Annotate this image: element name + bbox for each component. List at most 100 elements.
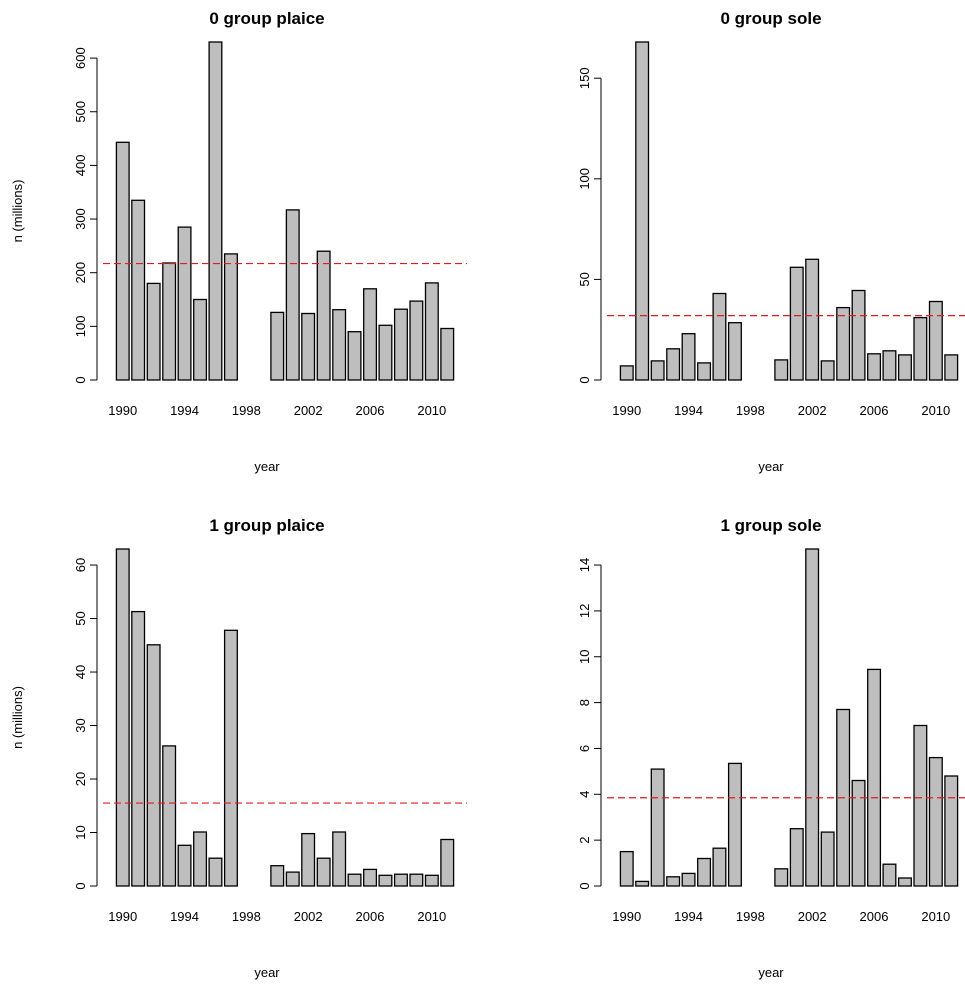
y-tick-label: 150 (577, 67, 592, 89)
bar-1993 (162, 262, 177, 381)
y-tick-label: 50 (73, 611, 88, 625)
x-tick-label: 2010 (417, 909, 446, 924)
bar-1993 (162, 745, 177, 887)
bar-2008 (393, 873, 408, 887)
bar-1991 (131, 610, 146, 887)
bar-2005 (347, 873, 362, 887)
x-tick-label: 1990 (108, 909, 137, 924)
bar-2005 (851, 779, 866, 887)
bar-2005 (347, 331, 362, 381)
bar-1990 (619, 850, 634, 887)
bar-2005 (851, 289, 866, 381)
bar-2002 (805, 548, 820, 887)
panel-title: 0 group plaice (209, 9, 324, 28)
bar-2003 (316, 250, 331, 381)
x-tick-label: 2006 (860, 909, 889, 924)
x-tick-label: 2002 (798, 403, 827, 418)
x-axis-label: year (758, 965, 784, 980)
bar-2000 (774, 359, 789, 381)
bar-1996 (712, 847, 727, 887)
bar-1991 (635, 41, 650, 381)
y-tick-label: 0 (577, 882, 592, 889)
y-tick-label: 100 (73, 315, 88, 337)
y-tick-label: 500 (73, 101, 88, 123)
bar-2010 (928, 300, 943, 381)
bar-1996 (712, 292, 727, 381)
x-tick-label: 1998 (736, 403, 765, 418)
x-tick-label: 1998 (232, 403, 261, 418)
bar-2004 (332, 831, 347, 887)
y-tick-label: 6 (577, 745, 592, 752)
bar-2002 (301, 832, 316, 887)
panel-0-group-plaice: 0 100 200 300 400 500 600 1990 1994 1998 2002 2006 2… (10, 9, 467, 474)
bar-1990 (619, 365, 634, 381)
y-tick-label: 600 (73, 47, 88, 69)
x-tick-label: 1998 (736, 909, 765, 924)
bar-2003 (820, 360, 835, 381)
bar-2007 (378, 324, 393, 381)
y-tick-label: 0 (73, 882, 88, 889)
bar-1993 (666, 876, 681, 887)
bar-1992 (650, 360, 665, 381)
bar-1994 (681, 872, 696, 887)
bar-2010 (928, 756, 943, 887)
y-tick-label: 2 (577, 837, 592, 844)
panel-title: 0 group sole (720, 9, 821, 28)
y-tick-label: 50 (577, 272, 592, 286)
bar-2008 (897, 354, 912, 381)
bar-1995 (697, 857, 712, 887)
bar-1994 (177, 844, 192, 887)
y-tick-label: 12 (577, 604, 592, 618)
bar-2000 (774, 868, 789, 887)
bar-2011 (440, 838, 455, 887)
bar-2009 (409, 873, 424, 887)
x-tick-label: 1994 (170, 403, 199, 418)
bar-2001 (285, 209, 300, 381)
bar-2006 (363, 288, 378, 381)
y-tick-label: 10 (73, 825, 88, 839)
bar-2010 (424, 874, 439, 887)
x-tick-label: 2002 (294, 909, 323, 924)
x-tick-label: 1994 (674, 909, 703, 924)
bar-2004 (332, 309, 347, 381)
bar-2007 (882, 350, 897, 381)
bar-2002 (301, 312, 316, 381)
bar-1997 (727, 322, 742, 381)
bar-1991 (131, 199, 146, 381)
bar-1997 (223, 629, 238, 887)
bar-1995 (193, 298, 208, 381)
bar-2009 (913, 316, 928, 381)
bar-1996 (208, 857, 223, 887)
bar-2006 (867, 353, 882, 381)
bar-2006 (363, 868, 378, 887)
x-tick-label: 1998 (232, 909, 261, 924)
y-tick-label: 200 (73, 262, 88, 284)
x-axis-label: year (254, 459, 280, 474)
bar-2002 (805, 258, 820, 381)
x-tick-label: 2006 (356, 403, 385, 418)
x-tick-label: 2006 (356, 909, 385, 924)
bar-1993 (666, 348, 681, 381)
bar-2011 (944, 775, 959, 887)
bar-2000 (270, 311, 285, 381)
bar-1997 (727, 762, 742, 887)
bar-1992 (146, 282, 161, 381)
bar-1992 (650, 768, 665, 887)
x-tick-label: 1990 (612, 909, 641, 924)
y-tick-label: 300 (73, 208, 88, 230)
bar-2001 (285, 871, 300, 887)
x-tick-label: 2010 (921, 403, 950, 418)
bar-1994 (681, 333, 696, 381)
bar-2003 (316, 857, 331, 887)
bar-1990 (115, 548, 130, 887)
x-tick-label: 1994 (674, 403, 703, 418)
x-tick-label: 1994 (170, 909, 199, 924)
bar-1996 (208, 41, 223, 381)
y-tick-label: 40 (73, 665, 88, 679)
bar-1991 (635, 880, 650, 887)
x-tick-label: 2010 (921, 909, 950, 924)
x-axis-label: year (254, 965, 280, 980)
bar-2011 (440, 327, 455, 381)
x-tick-label: 1990 (612, 403, 641, 418)
